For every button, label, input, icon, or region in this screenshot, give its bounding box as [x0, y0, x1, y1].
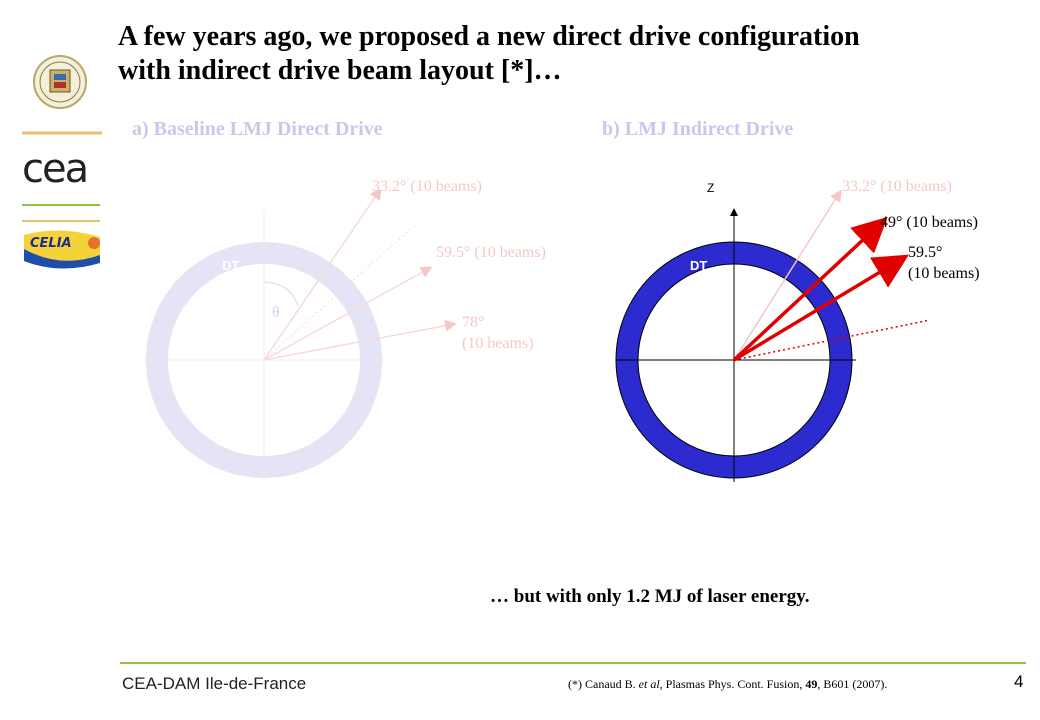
footer-organization: CEA-DAM Ile-de-France — [122, 674, 307, 693]
panel-b-beam-59-label: 59.5° (10 beams) — [908, 242, 980, 284]
slide-title: A few years ago, we proposed a new direc… — [118, 20, 1018, 88]
panel-a-beam-78-line1: 78° — [462, 314, 485, 331]
beam-b-33 — [733, 189, 842, 361]
title-line-2: with indirect drive beam layout [*]… — [118, 55, 562, 86]
panel-b-heading: b) LMJ Indirect Drive — [602, 118, 794, 140]
ref-middle: , Plasmas Phys. Cont. Fusion, — [659, 677, 806, 691]
beam-a-33 — [263, 190, 382, 361]
university-seal-logo — [22, 55, 102, 135]
theta-label: θ — [272, 304, 280, 321]
panel-b-dt-label: DT — [690, 258, 708, 273]
ref-prefix: (*) Canaud B. — [568, 677, 639, 691]
panel-b-diagram — [615, 189, 931, 482]
gold-divider — [22, 220, 100, 222]
ref-etal: et al — [638, 677, 660, 691]
beam-a-78 — [263, 319, 457, 361]
title-line-1: A few years ago, we proposed a new direc… — [118, 21, 860, 52]
beam-a-59 — [263, 266, 433, 361]
panel-b-beam-49-label: 49° (10 beams) — [880, 214, 978, 231]
svg-text:cea: cea — [22, 148, 87, 188]
svg-text:CELIA: CELIA — [30, 236, 72, 251]
panel-b-beam-33-label: 33.2° (10 beams) — [842, 178, 952, 195]
theta-arc — [263, 281, 299, 307]
z-axis-label: Z — [707, 181, 715, 195]
panel-a-beam-78-label: 78° (10 beams) — [462, 312, 534, 354]
green-divider — [22, 204, 100, 206]
panel-a-beam-33-label: 33.2° (10 beams) — [372, 178, 482, 195]
ref-suffix: , B601 (2007). — [817, 677, 888, 691]
panel-b-beam-59-line2: (10 beams) — [908, 265, 980, 282]
panel-a-beam-59-label: 59.5° (10 beams) — [436, 244, 546, 261]
panel-b-beam-59-line1: 59.5° — [908, 244, 943, 261]
footer-reference: (*) Canaud B. et al, Plasmas Phys. Cont.… — [568, 677, 887, 692]
ref-volume: 49 — [805, 677, 818, 691]
panel-a-heading: a) Baseline LMJ Direct Drive — [132, 118, 383, 140]
celia-logo: CELIA — [20, 225, 106, 276]
tagline: … but with only 1.2 MJ of laser energy. — [490, 586, 810, 607]
beam-b-49 — [732, 216, 888, 362]
footer-divider — [120, 662, 1026, 664]
beam-b-dotted — [733, 319, 931, 361]
logo-column — [14, 50, 106, 280]
panel-a-diagram — [144, 190, 457, 482]
panel-a-dt-label: DT — [222, 258, 240, 273]
cea-logo: cea — [20, 146, 104, 193]
page-number: 4 — [1014, 672, 1024, 691]
panel-a-beam-78-line2: (10 beams) — [462, 335, 534, 352]
beam-a-dotted — [263, 225, 415, 361]
beam-b-59 — [733, 254, 909, 362]
